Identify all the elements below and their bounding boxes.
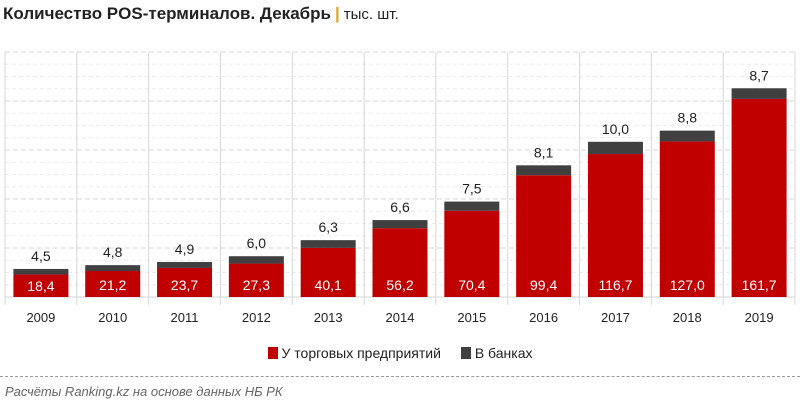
legend-label: У торговых предприятий xyxy=(281,345,441,361)
bar-merchants-2009 xyxy=(13,274,69,297)
bar-banks-2014 xyxy=(372,220,428,229)
data-label-merchants: 99,4 xyxy=(530,277,557,293)
data-label-banks: 4,5 xyxy=(31,248,51,264)
bar-banks-2015 xyxy=(444,201,500,211)
data-label-merchants: 127,0 xyxy=(670,277,705,293)
bar-banks-2018 xyxy=(659,130,715,142)
x-tick-label: 2019 xyxy=(745,310,774,325)
unit-label: тыс. шт. xyxy=(343,6,399,23)
bar-banks-2013 xyxy=(300,240,356,248)
data-label-merchants: 161,7 xyxy=(742,277,777,293)
x-tick-label: 2009 xyxy=(26,310,55,325)
bar-merchants-2019 xyxy=(731,98,787,297)
legend-swatch xyxy=(460,347,471,359)
separator: | xyxy=(334,4,340,23)
data-label-merchants: 18,4 xyxy=(27,278,54,294)
bar-banks-2019 xyxy=(731,88,787,99)
data-label-merchants: 40,1 xyxy=(315,277,342,293)
data-label-banks: 8,1 xyxy=(534,144,554,160)
x-tick-label: 2010 xyxy=(98,310,127,325)
data-label-merchants: 56,2 xyxy=(386,277,413,293)
source-note: Расчёты Ranking.kz на основе данных НБ Р… xyxy=(5,384,283,399)
data-label-banks: 4,8 xyxy=(103,244,123,260)
x-tick-label: 2012 xyxy=(242,310,271,325)
data-label-banks: 6,0 xyxy=(247,235,267,251)
bar-merchants-2013 xyxy=(300,247,356,297)
data-label-banks: 6,3 xyxy=(318,219,338,235)
x-tick-label: 2016 xyxy=(529,310,558,325)
bar-banks-2012 xyxy=(228,256,284,264)
bar-banks-2017 xyxy=(587,141,643,155)
data-label-merchants: 21,2 xyxy=(99,277,126,293)
bar-merchants-2011 xyxy=(157,267,213,297)
bar-merchants-2018 xyxy=(659,141,715,297)
data-label-merchants: 27,3 xyxy=(243,277,270,293)
bar-banks-2011 xyxy=(157,261,213,268)
data-label-merchants: 116,7 xyxy=(598,277,632,293)
bar-merchants-2016 xyxy=(516,175,572,297)
legend-label: В банках xyxy=(474,345,533,361)
title-text: Количество POS-терминалов. Декабрь xyxy=(3,4,331,23)
x-tick-label: 2011 xyxy=(171,310,199,325)
x-tick-label: 2015 xyxy=(457,310,486,325)
bar-chart: 18,4 4,5 2009 21,2 4,8 2010 23,7 4,9 2011 27,3 6,0… xyxy=(4,51,796,325)
x-tick-label: 2014 xyxy=(386,310,415,325)
data-label-merchants: 23,7 xyxy=(171,277,198,293)
bar-merchants-2015 xyxy=(444,210,500,297)
data-label-banks: 7,5 xyxy=(462,181,482,197)
bar-banks-2010 xyxy=(85,265,141,272)
divider xyxy=(0,376,800,377)
data-label-banks: 6,6 xyxy=(390,199,410,215)
legend-swatch xyxy=(267,347,278,359)
data-label-banks: 8,7 xyxy=(749,67,769,83)
x-tick-label: 2018 xyxy=(673,310,702,325)
bar-banks-2009 xyxy=(13,268,69,275)
data-label-merchants: 70,4 xyxy=(458,277,485,293)
bar-merchants-2012 xyxy=(228,263,284,297)
data-label-banks: 10,0 xyxy=(602,121,629,137)
bar-merchants-2014 xyxy=(372,228,428,297)
legend-item-merchants: У торговых предприятий xyxy=(267,345,441,361)
bar-merchants-2010 xyxy=(85,271,141,297)
legend-item-banks: В банках xyxy=(460,345,533,361)
chart-title: Количество POS-терминалов. Декабрь | тыс. … xyxy=(3,4,399,24)
bar-merchants-2017 xyxy=(587,154,643,297)
legend: У торговых предприятий В банках xyxy=(0,345,800,362)
x-tick-label: 2017 xyxy=(601,310,630,325)
data-label-banks: 8,8 xyxy=(678,110,698,126)
x-tick-label: 2013 xyxy=(314,310,343,325)
data-label-banks: 4,9 xyxy=(175,241,195,257)
bar-banks-2016 xyxy=(516,165,572,176)
